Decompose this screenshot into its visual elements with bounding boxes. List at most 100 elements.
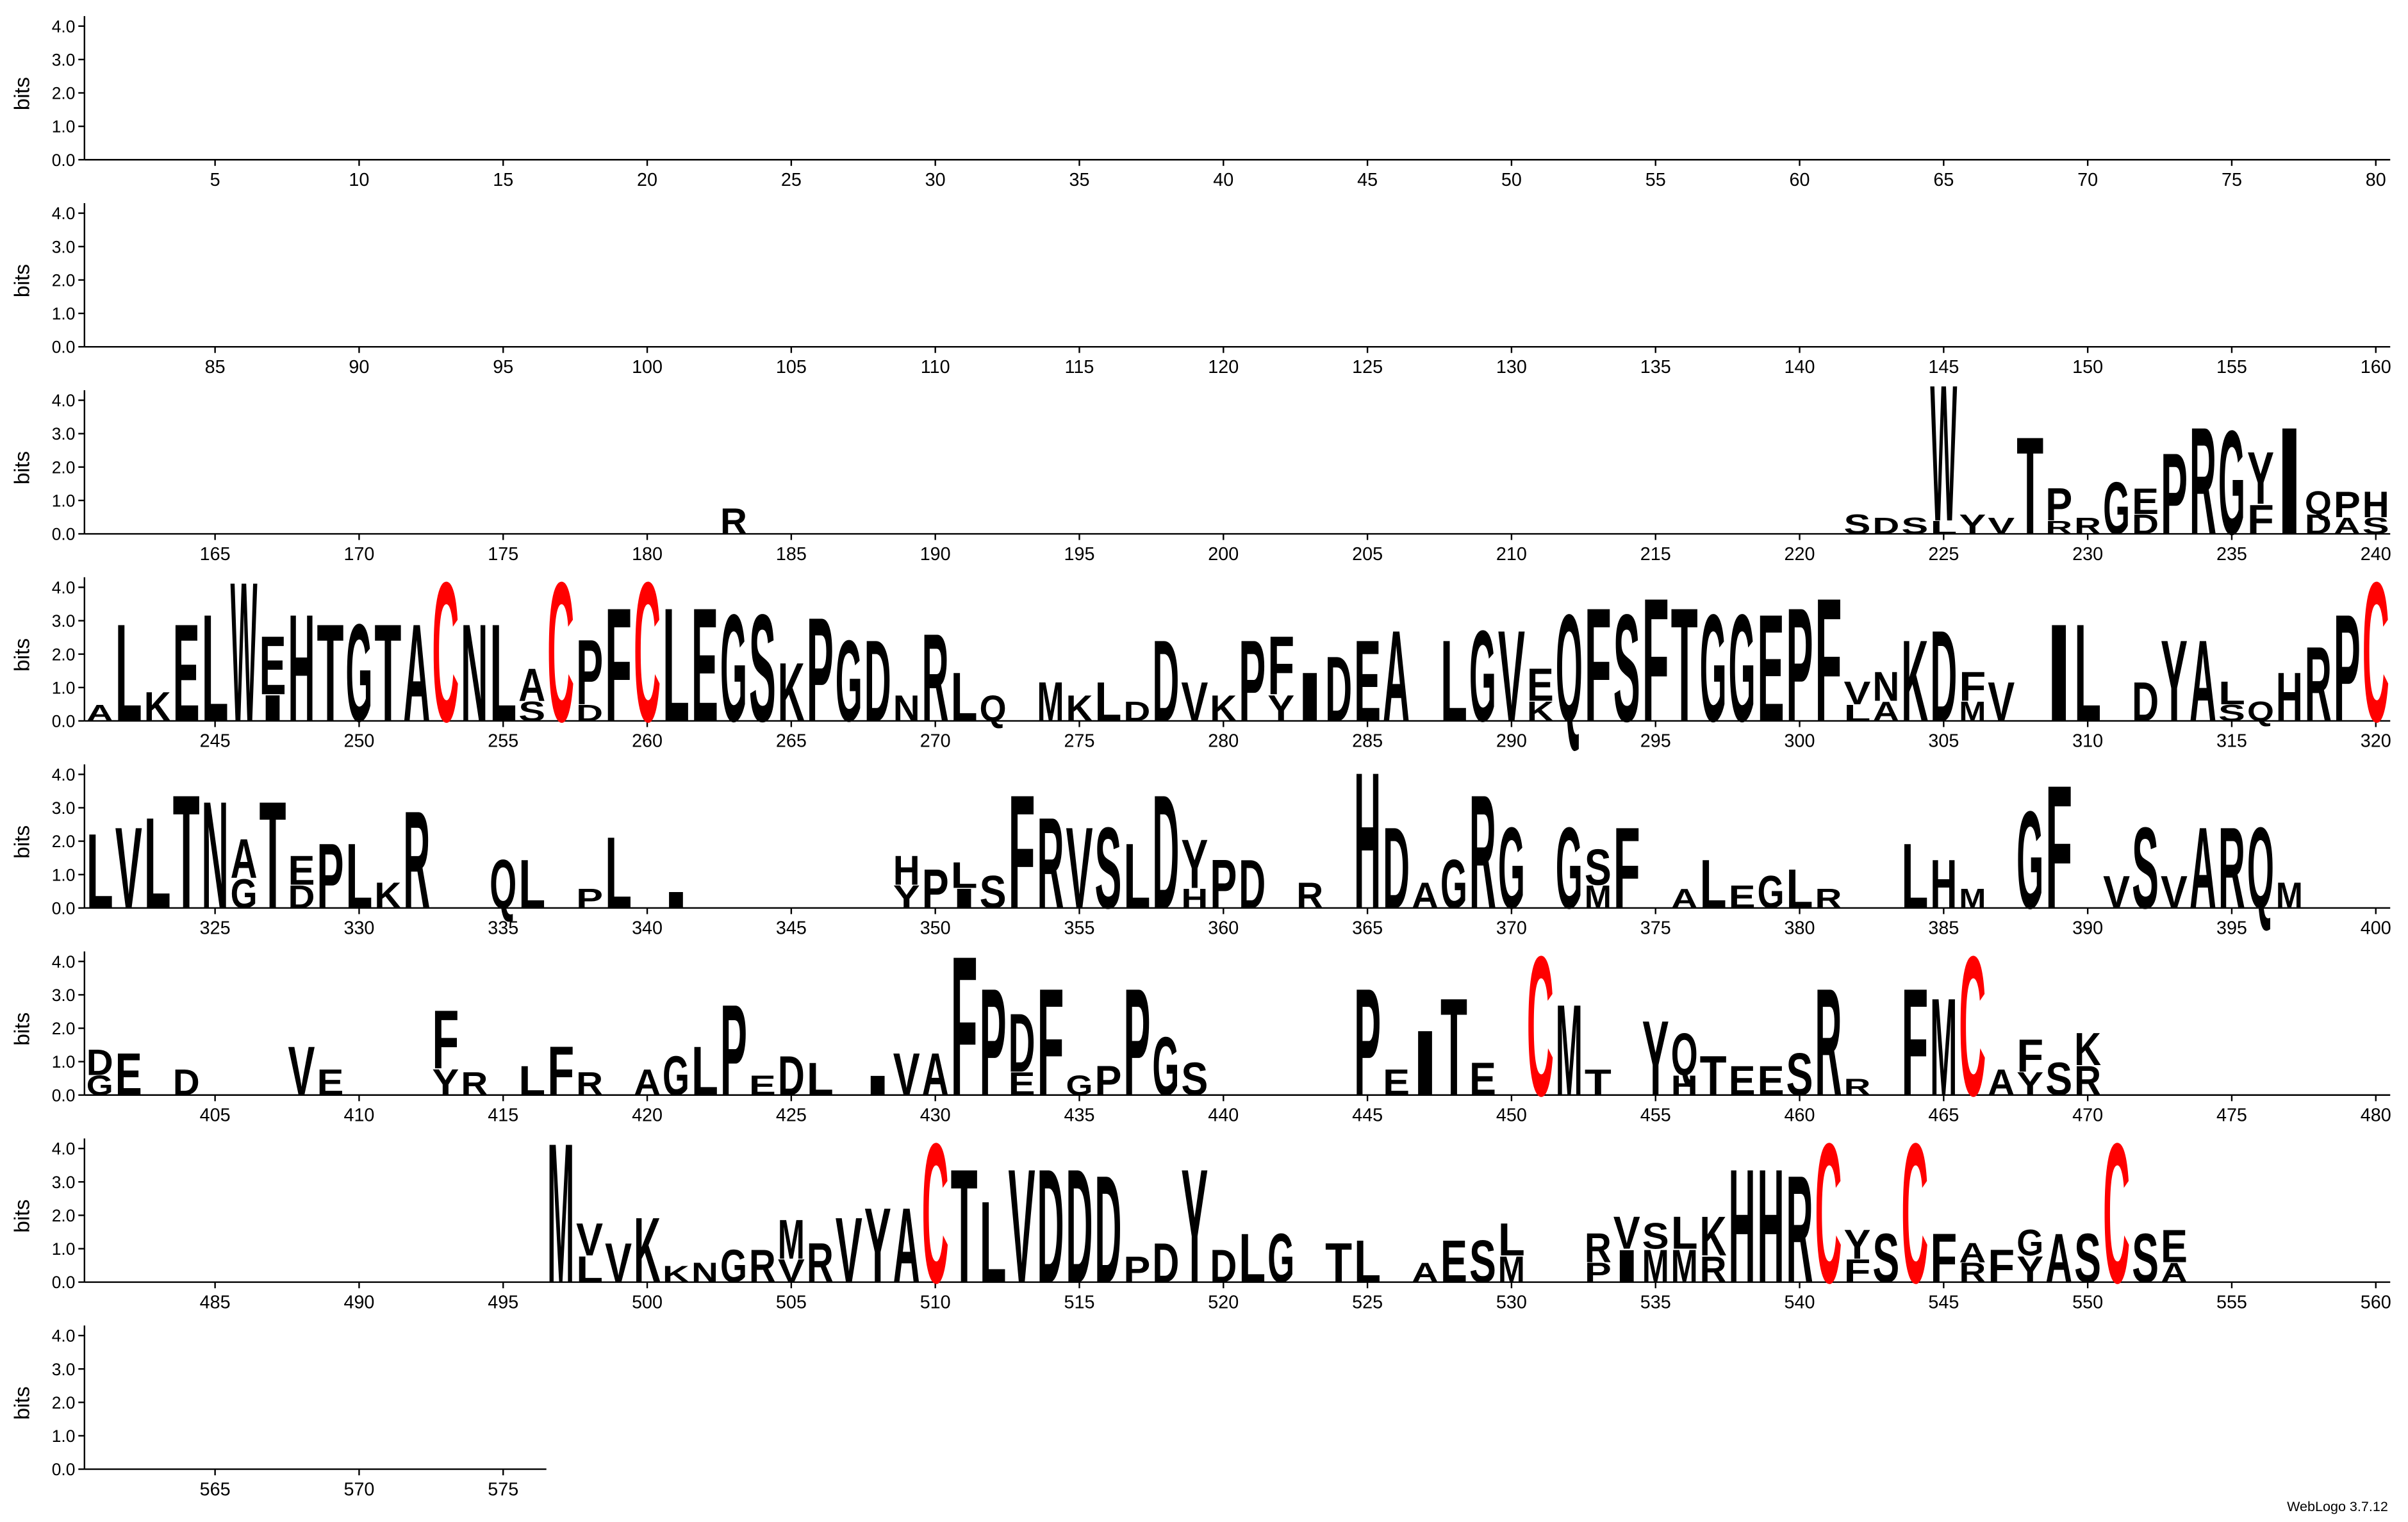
x-tick-label: 540 [1785,1292,1815,1312]
logo-letter: K [1066,688,1093,729]
logo-letter: H [1671,1071,1698,1102]
logo-letter: R [1700,1250,1727,1291]
logo-letter: L [518,846,545,923]
logo-letter: G [1498,804,1525,933]
logo-letter: P [2161,429,2188,559]
logo-letter: P [1210,846,1237,923]
x-tick-label: 280 [1208,731,1239,752]
logo-letter: I [864,1071,891,1102]
logo-letter: D [1152,761,1179,943]
x-tick-label: 410 [343,1105,374,1125]
y-tick-label: 1.0 [52,678,76,697]
x-tick-label: 215 [1640,544,1671,565]
x-tick-label: 565 [200,1479,231,1500]
x-tick-label: 225 [1928,544,1959,565]
x-tick-label: 285 [1352,731,1383,752]
x-tick-label: 200 [1208,544,1239,565]
logo-letter: R [576,1066,603,1102]
logo-letter: F [1901,957,1928,1128]
logo-letter: G [1152,1020,1179,1113]
logo-letter: V [1988,671,2015,733]
logo-letter: T [374,595,401,751]
x-tick-label: 260 [632,731,663,752]
logo-letter: F [1843,1253,1870,1289]
logo-letter: V [1498,603,1525,749]
logo-letter: R [1037,790,1064,936]
logo-letter: M [1498,1250,1525,1291]
logo-letter: Q [2305,484,2332,521]
x-tick-label: 165 [200,544,231,565]
y-tick-label: 3.0 [52,986,76,1005]
x-tick-label: 210 [1496,544,1527,565]
logo-letter: S [980,866,1007,918]
logo-letter: E [1758,583,1785,754]
x-tick-label: 75 [2222,170,2242,190]
logo-letter: I [663,887,689,913]
x-tick-label: 330 [343,918,374,939]
logo-letter: K [2074,1023,2101,1075]
y-tick-label: 4.0 [52,952,76,972]
logo-letter: F [1815,562,1842,759]
logo-letter: M [1930,970,1957,1125]
x-tick-label: 265 [776,731,807,752]
logo-letter: C [1959,914,1986,1137]
logo-letter: D [1123,697,1150,727]
x-tick-label: 395 [2216,918,2247,939]
logo-letter: E [691,574,718,756]
logo-letter: A [1412,875,1439,916]
x-tick-label: 515 [1064,1292,1095,1312]
logo-letter: C [1815,1102,1842,1325]
logo-letter: G [2218,400,2245,566]
x-tick-label: 490 [343,1292,374,1312]
x-tick-label: 300 [1785,731,1815,752]
logo-letter: E [1440,1228,1467,1295]
logo-letter: F [1988,1241,2015,1293]
y-axis-label: bits [11,1199,35,1232]
y-tick-label: 2.0 [52,458,76,477]
logo-letter: L [1901,824,1928,928]
logo-letter: P [1239,616,1266,746]
logo-letter: S [1613,583,1640,754]
x-tick-label: 140 [1785,357,1815,377]
logo-letter: T [1325,1232,1352,1295]
logo-letter: H [893,847,920,893]
y-tick-label: 1.0 [52,304,76,324]
x-tick-label: 325 [200,918,231,939]
logo-letter: H [2363,484,2389,525]
x-tick-label: 150 [2072,357,2103,377]
logo-letter: T [1671,574,1698,756]
x-tick-label: 405 [200,1105,231,1125]
x-tick-label: 60 [1790,170,1810,190]
x-tick-label: 105 [776,357,807,377]
y-tick-label: 1.0 [52,1052,76,1071]
logo-letter: V [836,1198,862,1302]
logo-letter: H [2276,659,2303,736]
x-tick-label: 235 [2216,544,2247,565]
logo-letter: G [663,1045,689,1107]
x-tick-label: 110 [921,357,950,377]
logo-letter: P [1094,1057,1121,1104]
x-tick-label: 175 [488,544,518,565]
x-tick-label: 345 [776,918,807,939]
x-tick-label: 120 [1208,357,1239,377]
logo-letter: Y [1181,826,1208,904]
x-tick-label: 375 [1640,918,1671,939]
logo-letter: A [518,659,545,711]
x-tick-label: 545 [1928,1292,1959,1312]
footer: WebLogo 3.7.12 [2287,1498,2388,1514]
y-tick-label: 3.0 [52,611,76,631]
x-tick-label: 560 [2361,1292,2391,1312]
logo-letter: D [87,1042,113,1083]
logo-letter: G [345,595,372,751]
x-tick-label: 185 [776,544,807,565]
logo-letter: D [1325,637,1352,741]
x-tick-label: 465 [1928,1105,1959,1125]
logo-letter: E [260,618,286,712]
x-tick-label: 550 [2072,1292,2103,1312]
x-tick-label: 570 [343,1479,374,1500]
logo-letter: D [1872,513,1899,539]
logo-letter: S [2074,1220,2101,1298]
logo-letter: G [2016,1223,2043,1264]
logo-letter: R [403,782,430,938]
y-tick-label: 4.0 [52,1327,76,1346]
